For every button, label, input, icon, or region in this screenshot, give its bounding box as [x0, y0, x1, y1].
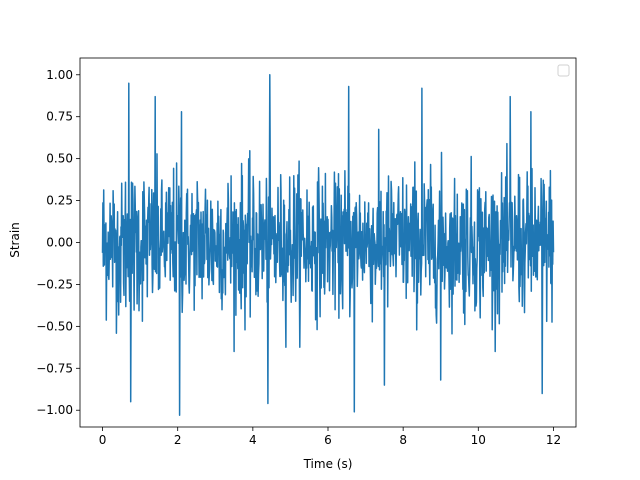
x-tick-label: 6 — [324, 433, 332, 447]
y-tick-label: 0.25 — [46, 194, 73, 208]
x-tick-label: 0 — [99, 433, 107, 447]
plot-area — [101, 74, 555, 417]
y-tick-label: 1.00 — [46, 68, 73, 82]
x-tick-label: 4 — [249, 433, 257, 447]
axes: 0 2 4 6 8 10 12 −1.00 −0.75 −0.50 −0.25 0.00 0.25 0.5… — [36, 57, 577, 447]
y-tick-label: −0.75 — [36, 361, 73, 375]
y-tick-label: 0.75 — [46, 110, 73, 124]
y-tick-label: −1.00 — [36, 403, 73, 417]
x-tick-label: 12 — [546, 433, 561, 447]
x-axis-label: Time (s) — [303, 457, 353, 471]
legend-box — [557, 64, 570, 77]
y-tick-label: 0.00 — [46, 236, 73, 250]
x-tick-label: 8 — [399, 433, 407, 447]
x-tick-label: 10 — [471, 433, 486, 447]
x-tick-label: 2 — [174, 433, 182, 447]
y-axis-label: Strain — [8, 222, 22, 258]
y-tick-label: 0.50 — [46, 152, 73, 166]
y-tick-label: −0.25 — [36, 277, 73, 291]
y-tick-label: −0.50 — [36, 319, 73, 333]
strain-series-line — [101, 74, 555, 417]
